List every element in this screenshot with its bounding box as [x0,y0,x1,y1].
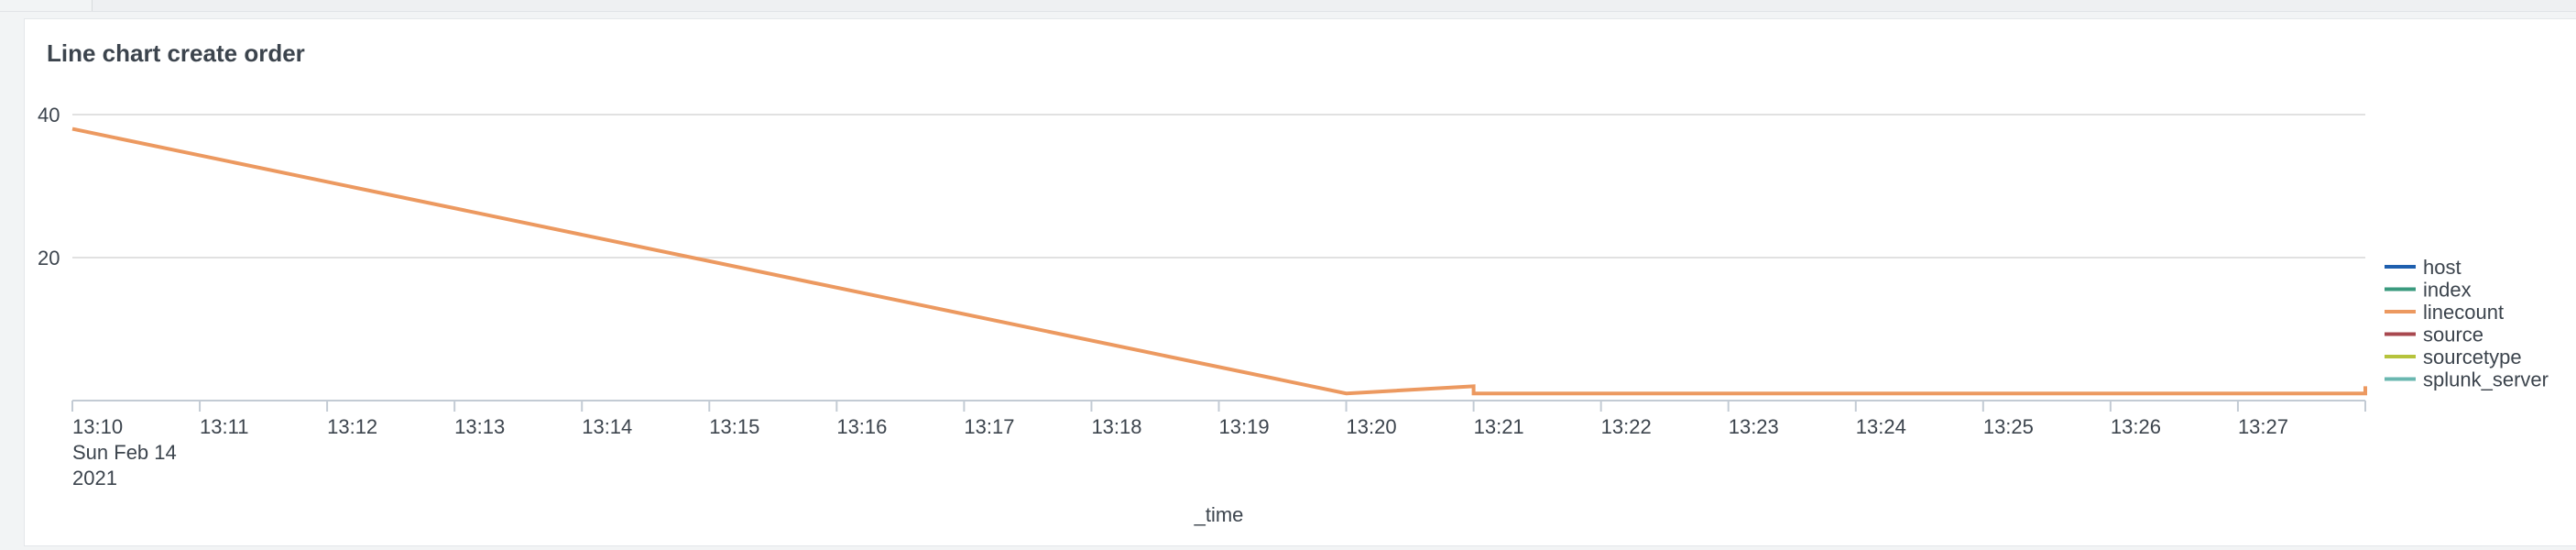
top-bar [0,0,2576,12]
legend-label-splunk_server: splunk_server [2423,368,2549,391]
x-tick-label: 13:23 [1729,415,1779,438]
legend-label-linecount: linecount [2423,301,2504,324]
x-tick-sublabel: Sun Feb 14 [72,441,177,464]
x-tick-label: 13:27 [2238,415,2288,438]
x-tick-label: 13:20 [1347,415,1397,438]
x-tick-label: 13:15 [709,415,759,438]
top-tab-edge [0,0,93,11]
x-axis-title: _time [1194,503,1244,526]
legend-label-sourcetype: sourcetype [2423,346,2522,368]
x-tick-label: 13:26 [2111,415,2161,438]
panel-title: Line chart create order [47,39,305,67]
x-tick-label: 13:10 [72,415,123,438]
x-tick-label: 13:16 [836,415,887,438]
x-tick-label: 13:12 [327,415,377,438]
x-tick-label: 13:25 [1983,415,2034,438]
x-tick-label: 13:14 [582,415,632,438]
chart-panel: Line chart create order 20 40 13:10 13:11 13… [24,18,2576,546]
x-tick-label: 13:24 [1856,415,1906,438]
y-tick-label: 20 [38,247,60,270]
y-tick-label: 40 [38,104,60,126]
x-tick-label: 13:19 [1219,415,1270,438]
x-tick-label: 13:17 [964,415,1014,438]
legend-label-index: index [2423,279,2472,302]
x-tick-label: 13:18 [1091,415,1141,438]
x-tick-label: 13:13 [454,415,505,438]
x-tick-label: 13:21 [1474,415,1524,438]
legend-label-source: source [2423,324,2483,346]
line-chart: 20 40 13:10 13:11 13:12 13:13 13:14 13:15 13:16 1… [38,104,2549,526]
x-tick-label: 13:22 [1601,415,1652,438]
legend-label-host: host [2423,256,2461,279]
x-tick-label: 13:11 [200,415,248,438]
x-tick-sublabel: 2021 [72,467,117,490]
series-line-linecount [71,126,2367,396]
